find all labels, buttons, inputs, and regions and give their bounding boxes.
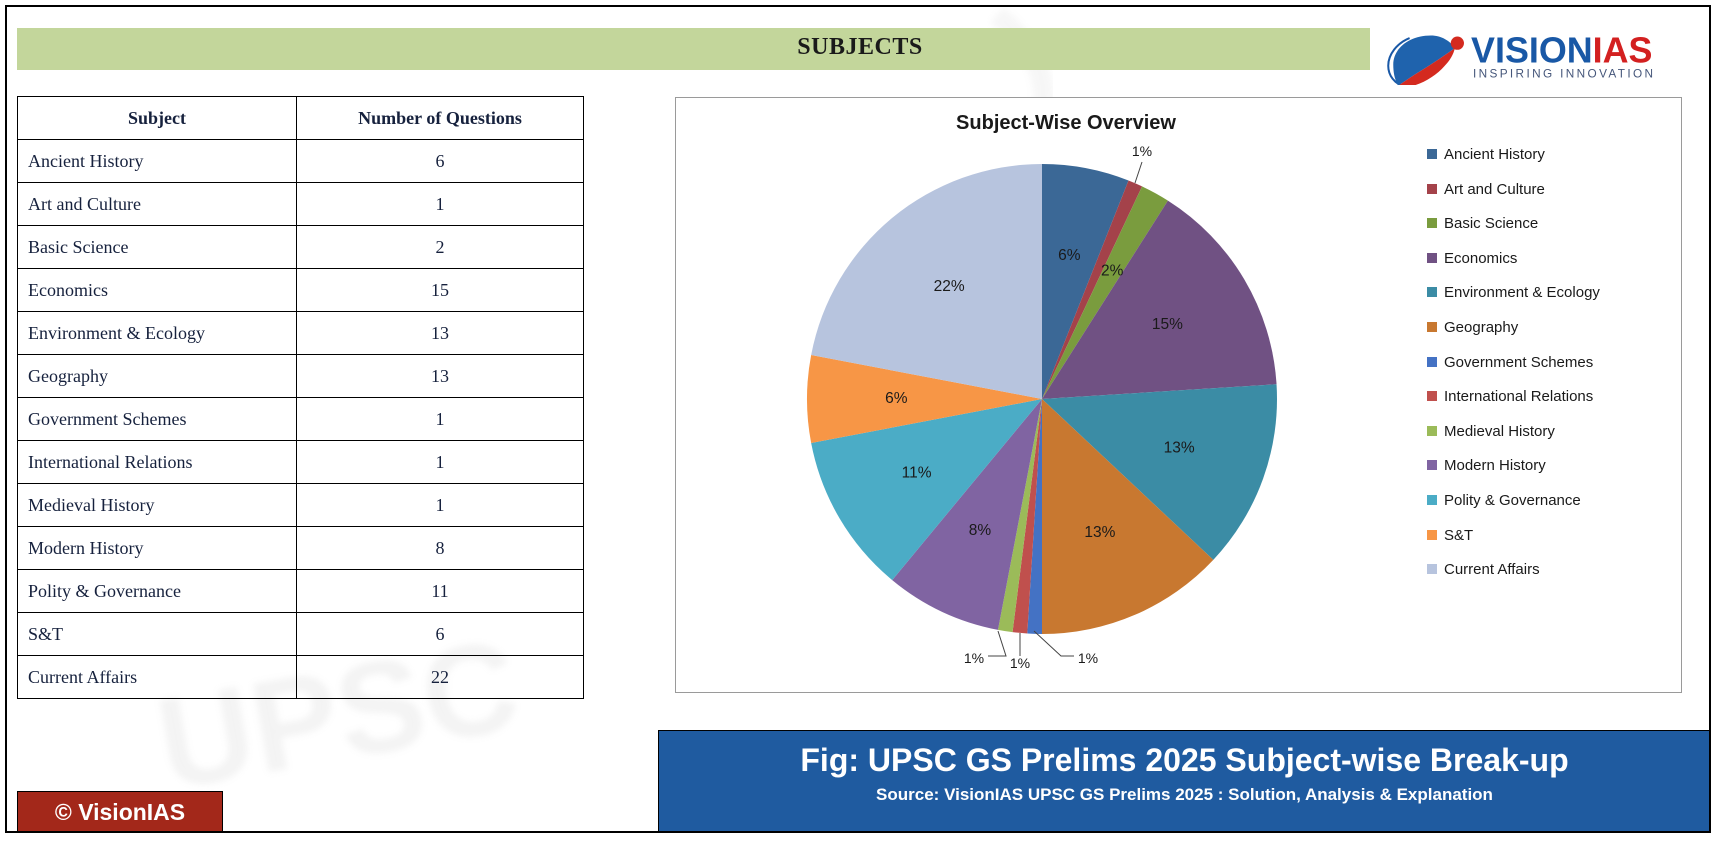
svg-text:6%: 6% xyxy=(1058,247,1081,264)
svg-text:13%: 13% xyxy=(1084,524,1115,541)
svg-text:2%: 2% xyxy=(1101,262,1124,279)
svg-text:1%: 1% xyxy=(1132,143,1152,159)
svg-text:15%: 15% xyxy=(1152,316,1183,333)
svg-text:22%: 22% xyxy=(934,278,965,295)
svg-text:1%: 1% xyxy=(1078,650,1098,666)
svg-text:INSPIRING INNOVATION: INSPIRING INNOVATION xyxy=(1473,66,1655,80)
svg-text:1%: 1% xyxy=(964,650,984,666)
svg-text:13%: 13% xyxy=(1164,439,1195,456)
svg-text:8%: 8% xyxy=(969,522,992,539)
svg-text:1%: 1% xyxy=(1010,655,1030,671)
svg-text:VISIONIAS: VISIONIAS xyxy=(1471,30,1652,70)
svg-text:11%: 11% xyxy=(902,464,932,481)
svg-text:6%: 6% xyxy=(885,390,908,407)
